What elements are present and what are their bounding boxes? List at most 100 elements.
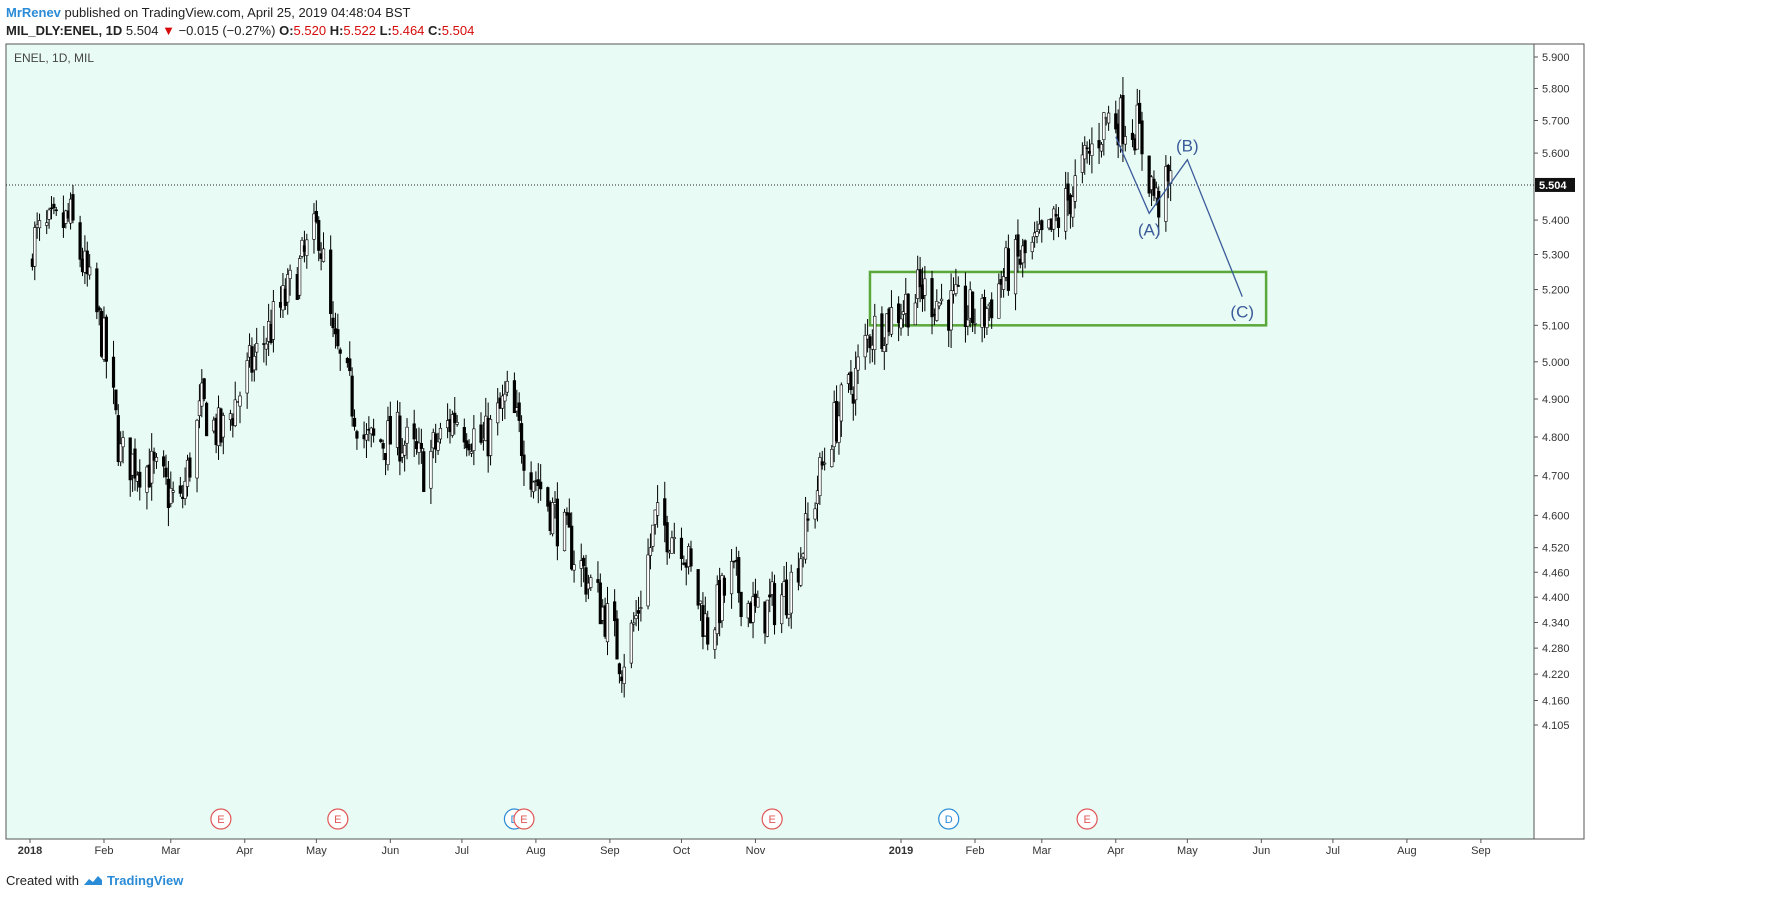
candle-body (863, 335, 867, 358)
candle-body (228, 413, 233, 420)
time-tick-label: May (306, 845, 327, 857)
event-markers: EEDEEDE (210, 808, 1098, 830)
price-tick-label: 5.900 (1542, 52, 1570, 64)
candle-body (450, 414, 454, 436)
candle-body (1140, 120, 1144, 155)
price-tick-label: 5.300 (1542, 249, 1570, 261)
candle-body (780, 594, 784, 625)
earnings-marker (761, 808, 783, 830)
price-tick-label: 4.340 (1542, 617, 1570, 629)
candle-body (632, 622, 636, 625)
candle-body (162, 456, 166, 467)
candle-body (997, 283, 1001, 319)
candle-body (799, 558, 803, 586)
price-tick-label: 5.100 (1542, 320, 1570, 332)
footer: Created with TradingView (6, 873, 183, 888)
candle-body (1157, 190, 1161, 218)
candle-body (178, 485, 182, 494)
elliott-wave[interactable]: (A) (B) (C) (1115, 136, 1254, 322)
earnings-marker-label: E (217, 814, 224, 826)
candle-body (815, 490, 820, 505)
candle-body (939, 298, 944, 302)
candle-body (923, 278, 927, 296)
candle-body (670, 537, 674, 554)
price-chart[interactable]: ENEL, 1D, MIL 5.9005.8005.7005.6005.4005… (0, 40, 1788, 870)
candle-body (787, 614, 791, 619)
created-with-text: Created with (6, 873, 79, 888)
tradingview-link[interactable]: TradingView (106, 873, 184, 888)
candle-body (338, 349, 342, 354)
time-tick-label: Aug (526, 845, 546, 857)
low-label: L: (379, 23, 392, 38)
candle-body (653, 509, 657, 525)
candle-body (1052, 208, 1056, 230)
candle-body (751, 596, 755, 623)
published-text: published on TradingView.com, April 25, … (64, 5, 411, 20)
candle-body (195, 419, 199, 479)
candle-body (605, 603, 610, 643)
earnings-marker-label: E (768, 814, 775, 826)
candle-body (615, 618, 619, 660)
candle-body (1073, 175, 1077, 202)
time-tick-label: Feb (965, 845, 984, 857)
close-value: 5.504 (441, 23, 475, 38)
tradingview-logo-icon (83, 875, 102, 885)
candle-body (522, 454, 526, 471)
time-tick-label: Mar (1032, 845, 1051, 857)
candle-body (1102, 112, 1106, 140)
time-tick-label: Sep (600, 845, 620, 857)
candle-body (970, 291, 975, 324)
candle-body (570, 525, 574, 570)
time-tick-label: Sep (1471, 845, 1491, 857)
price-tick-label: 5.600 (1542, 148, 1570, 160)
time-tick-label: Aug (1397, 845, 1417, 857)
candle-body (321, 248, 326, 262)
candle-body (646, 554, 650, 607)
plot-area[interactable] (5, 43, 1535, 840)
earnings-marker-label: E (520, 814, 527, 826)
candle-body (899, 318, 903, 329)
candle-body (1147, 155, 1151, 194)
candle-body (613, 601, 617, 622)
price-tick-label: 4.900 (1542, 394, 1570, 406)
earnings-marker-label: E (1083, 814, 1090, 826)
candle-body (379, 439, 383, 442)
price-tick-label: 4.105 (1542, 720, 1570, 732)
candle-body (336, 329, 340, 347)
candle-body (512, 380, 517, 414)
time-tick-label: Apr (236, 845, 253, 857)
candle-body (479, 424, 483, 443)
candle-body (1164, 166, 1168, 222)
price-tick-label: 4.280 (1542, 643, 1570, 655)
candle-body (517, 402, 521, 421)
author-link[interactable]: MrRenev (6, 5, 61, 20)
candle-body (312, 213, 316, 240)
price-tick-label: 5.400 (1542, 215, 1570, 227)
candle-body (1114, 113, 1118, 130)
candle-body (696, 569, 700, 606)
price-tick-label: 4.160 (1542, 695, 1570, 707)
earnings-marker (327, 808, 349, 830)
candle-body (405, 426, 409, 444)
candle-body (204, 402, 209, 437)
candle-body (350, 375, 354, 417)
candle-body (856, 356, 860, 371)
candle-body (1030, 241, 1034, 252)
price-change: −0.015 (−0.27%) (178, 23, 276, 38)
candle-body (355, 431, 359, 439)
candle-body (364, 434, 369, 441)
time-axis-ticks: 2018 Feb Mar Apr May Jun Jul Aug Sep Oct Nov 2019 Fe… (18, 839, 1491, 857)
candle-body (882, 345, 886, 352)
candle-body (789, 571, 793, 614)
time-tick-label: Apr (1107, 845, 1124, 857)
candle-body (562, 511, 567, 552)
candle-body (617, 663, 622, 675)
support-zone[interactable] (868, 270, 1268, 327)
price-axis[interactable] (1533, 43, 1585, 840)
candle-body (37, 220, 42, 229)
candle-body (639, 607, 643, 609)
time-tick-label: 2018 (18, 845, 42, 857)
candle-body (305, 239, 309, 256)
price-tick-label: 4.600 (1542, 510, 1570, 522)
candle-body (648, 547, 653, 556)
